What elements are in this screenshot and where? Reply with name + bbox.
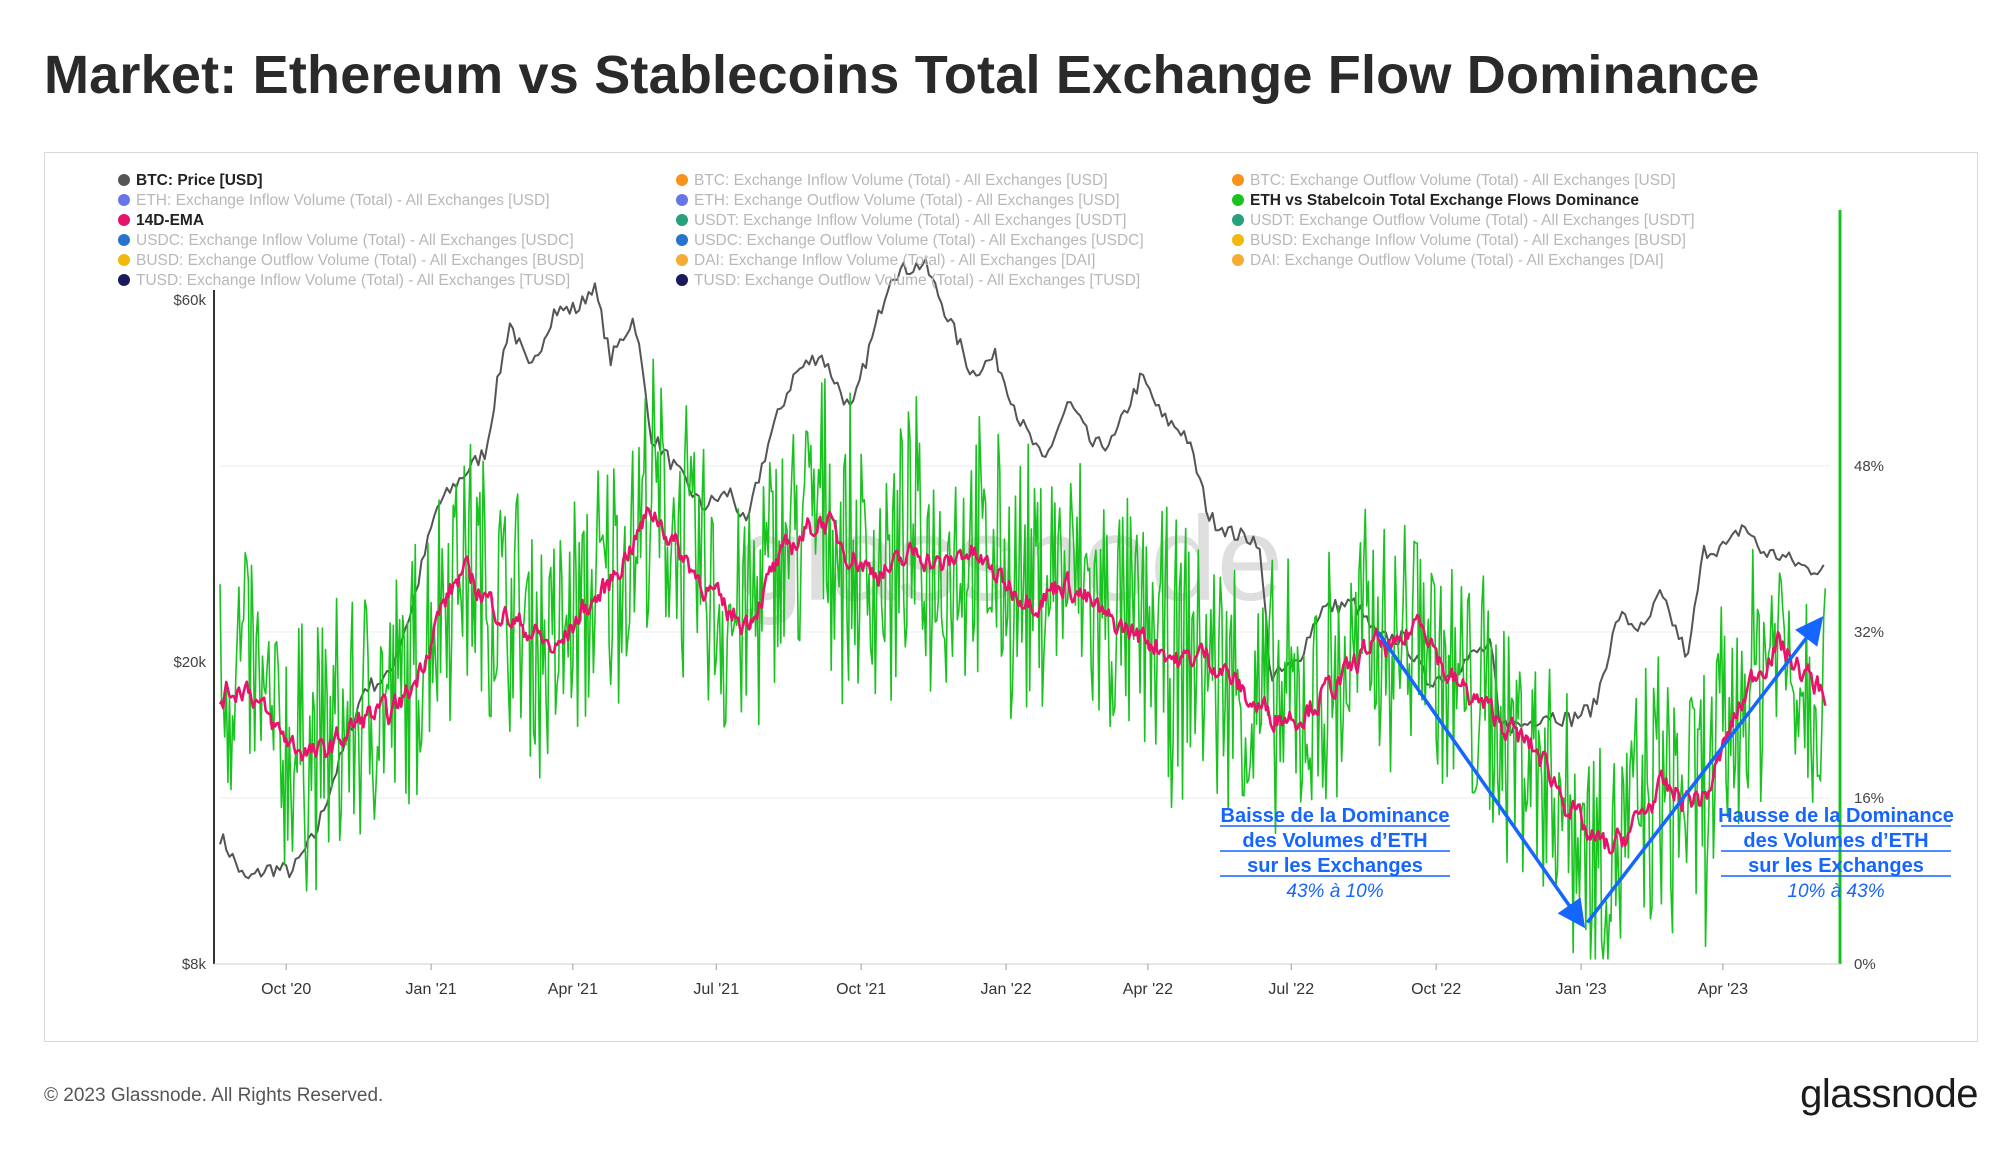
legend-dot-icon [1232, 254, 1244, 266]
legend-item: USDC: Exchange Inflow Volume (Total) - A… [118, 232, 574, 249]
legend-label: BTC: Price [USD] [136, 172, 263, 189]
legend-dot-icon [676, 214, 688, 226]
annotation-sub: 43% à 10% [1286, 881, 1383, 902]
legend-label: USDT: Exchange Inflow Volume (Total) - A… [694, 212, 1126, 229]
y-right-tick-label: 16% [1854, 790, 1884, 807]
legend-item: BUSD: Exchange Outflow Volume (Total) - … [118, 252, 584, 269]
annotation-block: Hausse de la Dominance des Volumes d’ETH s… [1718, 805, 1954, 902]
series-line [219, 358, 1827, 960]
legend-item: USDT: Exchange Inflow Volume (Total) - A… [676, 212, 1126, 229]
legend-label: USDC: Exchange Inflow Volume (Total) - A… [136, 232, 574, 249]
legend-item: ETH vs Stabelcoin Total Exchange Flows D… [1232, 192, 1639, 209]
legend-dot-icon [676, 274, 688, 286]
x-tick-label: Jan '22 [981, 981, 1032, 998]
legend-label: ETH: Exchange Inflow Volume (Total) - Al… [136, 192, 550, 209]
legend-dot-icon [118, 254, 130, 266]
legend-label: ETH vs Stabelcoin Total Exchange Flows D… [1250, 192, 1639, 209]
x-tick-label: Apr '22 [1123, 981, 1173, 998]
annotation-line: sur les Exchanges [1748, 855, 1924, 877]
trend-arrow [1586, 616, 1824, 924]
series-ema [218, 506, 1827, 855]
legend-dot-icon [118, 274, 130, 286]
x-tick-label: Apr '23 [1698, 981, 1748, 998]
legend-layer: BTC: Price [USD] BTC: Exchange Inflow Vol… [118, 172, 1695, 289]
annotation-layer: Baisse de la Dominance des Volumes d’ETH s… [1220, 616, 1954, 929]
legend-label: TUSD: Exchange Inflow Volume (Total) - A… [136, 272, 570, 289]
y-left-tick-label: $20k [173, 654, 206, 671]
legend-item: BTC: Exchange Outflow Volume (Total) - A… [1232, 172, 1676, 189]
glassnode-logo: glassnode [1800, 1072, 1978, 1116]
y-right-tick-label: 48% [1854, 458, 1884, 475]
legend-label: DAI: Exchange Outflow Volume (Total) - A… [1250, 252, 1664, 269]
legend-dot-icon [676, 174, 688, 186]
x-tick-label: Oct '21 [836, 981, 886, 998]
legend-label: 14D-EMA [136, 212, 204, 229]
legend-dot-icon [118, 194, 130, 206]
legend-label: USDT: Exchange Outflow Volume (Total) - … [1250, 212, 1695, 229]
legend-item: TUSD: Exchange Outflow Volume (Total) - … [676, 272, 1140, 289]
legend-label: USDC: Exchange Outflow Volume (Total) - … [694, 232, 1144, 249]
legend-item: DAI: Exchange Inflow Volume (Total) - Al… [676, 252, 1095, 269]
legend-dot-icon [118, 174, 130, 186]
legend-item: BTC: Price [USD] [118, 172, 263, 189]
legend-label: BTC: Exchange Inflow Volume (Total) - Al… [694, 172, 1108, 189]
series-layer [218, 257, 1827, 960]
trend-arrow [1376, 630, 1586, 929]
legend-item: TUSD: Exchange Inflow Volume (Total) - A… [118, 272, 570, 289]
chart-frame [44, 152, 1978, 1042]
legend-item: 14D-EMA [118, 212, 204, 229]
x-tick-label: Jul '22 [1268, 981, 1314, 998]
legend-item: BUSD: Exchange Inflow Volume (Total) - A… [1232, 232, 1686, 249]
legend-dot-icon [676, 234, 688, 246]
x-tick-label: Oct '22 [1411, 981, 1461, 998]
series-line [219, 257, 1825, 880]
annotation-line: sur les Exchanges [1247, 855, 1423, 877]
legend-label: BUSD: Exchange Outflow Volume (Total) - … [136, 252, 584, 269]
annotation-line: des Volumes d’ETH [1743, 830, 1928, 852]
legend-dot-icon [1232, 194, 1244, 206]
x-tick-label: Apr '21 [548, 981, 598, 998]
legend-dot-icon [118, 214, 130, 226]
legend-dot-icon [676, 194, 688, 206]
y-right-tick-label: 0% [1854, 956, 1876, 973]
page-title: Market: Ethereum vs Stablecoins Total Ex… [44, 45, 1760, 105]
legend-item: USDT: Exchange Outflow Volume (Total) - … [1232, 212, 1695, 229]
legend-dot-icon [1232, 174, 1244, 186]
x-tick-label: Jan '23 [1556, 981, 1607, 998]
axis-layer: $8k $20k $60k 0% 16% 32% 48% Oct '20 Jan '21 Apr … [173, 210, 1884, 998]
legend-label: ETH: Exchange Outflow Volume (Total) - A… [694, 192, 1120, 209]
legend-label: BUSD: Exchange Inflow Volume (Total) - A… [1250, 232, 1686, 249]
legend-item: ETH: Exchange Outflow Volume (Total) - A… [676, 192, 1120, 209]
annotation-line: Hausse de la Dominance [1718, 805, 1954, 827]
series-btc-price [219, 257, 1825, 880]
x-tick-label: Jan '21 [406, 981, 457, 998]
legend-item: DAI: Exchange Outflow Volume (Total) - A… [1232, 252, 1664, 269]
legend-item: USDC: Exchange Outflow Volume (Total) - … [676, 232, 1144, 249]
series-line [218, 506, 1827, 855]
legend-label: BTC: Exchange Outflow Volume (Total) - A… [1250, 172, 1676, 189]
y-left-tick-label: $60k [173, 292, 206, 309]
legend-dot-icon [676, 254, 688, 266]
legend-dot-icon [1232, 234, 1244, 246]
copyright-text: © 2023 Glassnode. All Rights Reserved. [44, 1085, 384, 1106]
annotation-block: Baisse de la Dominance des Volumes d’ETH s… [1220, 805, 1450, 902]
annotation-line: Baisse de la Dominance [1221, 805, 1450, 827]
annotation-sub: 10% à 43% [1787, 881, 1884, 902]
legend-item: BTC: Exchange Inflow Volume (Total) - Al… [676, 172, 1108, 189]
legend-item: ETH: Exchange Inflow Volume (Total) - Al… [118, 192, 550, 209]
x-tick-label: Jul '21 [693, 981, 739, 998]
legend-label: TUSD: Exchange Outflow Volume (Total) - … [694, 272, 1140, 289]
legend-dot-icon [1232, 214, 1244, 226]
y-left-tick-label: $8k [182, 956, 207, 973]
legend-label: DAI: Exchange Inflow Volume (Total) - Al… [694, 252, 1095, 269]
series-dominance [219, 358, 1827, 960]
legend-dot-icon [118, 234, 130, 246]
annotation-line: des Volumes d’ETH [1242, 830, 1427, 852]
y-right-tick-label: 32% [1854, 624, 1884, 641]
x-tick-label: Oct '20 [261, 981, 311, 998]
